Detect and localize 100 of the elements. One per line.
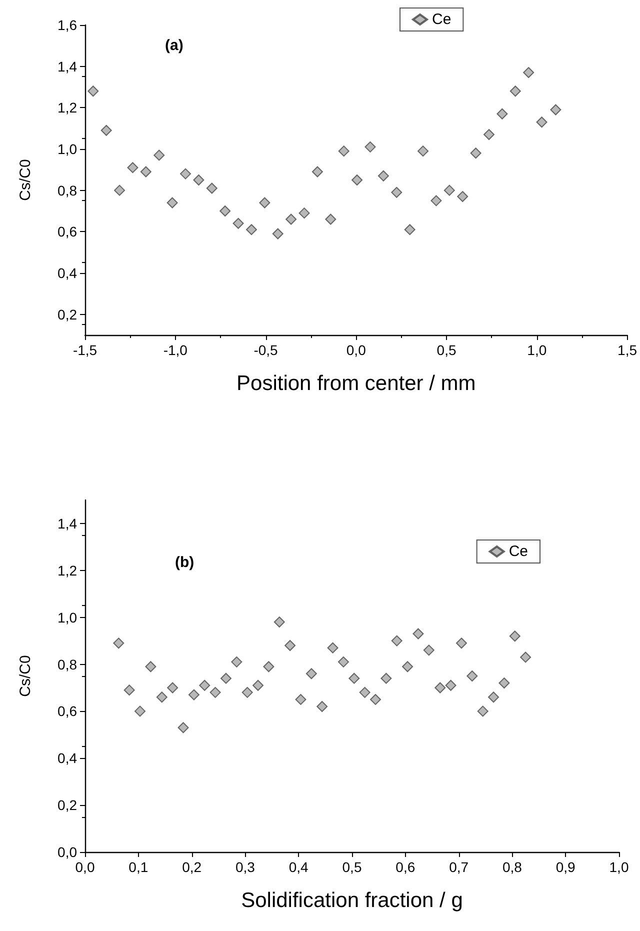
x-tick-label: 0,8 [502, 859, 522, 875]
y-tick-label: 0,2 [58, 797, 78, 814]
point [193, 174, 204, 186]
point [312, 166, 323, 178]
point [412, 628, 424, 640]
point [477, 706, 488, 717]
y-tick-label: 1,4 [58, 515, 78, 532]
point [284, 640, 296, 651]
y-tick-label: 0,6 [58, 703, 78, 720]
point [274, 616, 285, 628]
text: (b) [175, 554, 194, 571]
x-axis-title: Solidification fraction / g [241, 889, 463, 912]
point [380, 672, 392, 684]
x-tick-label: 0,4 [288, 859, 309, 875]
point [199, 680, 210, 691]
point [509, 630, 520, 642]
x-tick-label: 0,5 [342, 859, 362, 875]
point [178, 722, 189, 734]
x-tick-label: 0,0 [75, 859, 95, 875]
point [391, 635, 402, 646]
point [364, 141, 376, 152]
point [252, 680, 264, 691]
y-tick-label: 1,0 [58, 609, 78, 626]
y-tick-label: 1,0 [58, 141, 78, 157]
point [316, 701, 328, 712]
point [263, 661, 274, 672]
y-tick-label: 1,2 [58, 562, 78, 578]
x-tick-label: 0,9 [556, 859, 576, 875]
point [100, 124, 112, 136]
x-tick-label: -1,5 [72, 342, 98, 358]
point [298, 208, 310, 219]
point [114, 184, 126, 196]
y-tick-label: 1,6 [58, 17, 78, 33]
point [523, 67, 534, 78]
point [338, 656, 349, 668]
point [272, 228, 284, 240]
point [470, 148, 482, 159]
point [418, 146, 429, 157]
point [134, 706, 146, 717]
x-tick-label: -1,0 [163, 342, 188, 358]
y-axis-title: Cs/C0 [17, 159, 34, 201]
point [496, 108, 508, 120]
point [220, 672, 232, 684]
point [378, 170, 389, 182]
x-tick-label: 1,0 [527, 342, 547, 358]
point [246, 224, 257, 236]
point [391, 186, 402, 198]
x-tick-label: 1,0 [609, 859, 629, 875]
point [423, 644, 434, 656]
point [348, 672, 360, 684]
point [295, 694, 306, 705]
point [536, 116, 548, 128]
point [180, 168, 191, 180]
y-tick-label: 0,8 [58, 656, 78, 672]
point [352, 174, 363, 186]
y-tick-label: 1,2 [58, 100, 78, 116]
point [445, 680, 456, 691]
point [430, 195, 442, 206]
x-tick-label: 0,1 [128, 859, 148, 875]
point [338, 146, 350, 157]
point [188, 689, 200, 700]
point [325, 214, 336, 225]
y-tick-label: 0,2 [58, 306, 78, 322]
x-tick-label: 0,2 [182, 859, 202, 875]
x-tick-label: 0,7 [449, 859, 469, 875]
point [145, 661, 156, 672]
point [520, 652, 532, 663]
point [550, 104, 562, 116]
x-axis-title: Position from center / mm [236, 372, 476, 395]
y-tick-label: 0,6 [58, 224, 78, 240]
point [206, 182, 218, 194]
point [156, 692, 168, 703]
point [370, 694, 381, 705]
point [457, 191, 468, 202]
point [306, 668, 317, 680]
point [327, 642, 338, 654]
x-tick-label: -0,5 [254, 342, 278, 358]
legend-label: Ce [508, 543, 528, 560]
point [166, 197, 178, 208]
point [510, 86, 521, 97]
point [154, 150, 165, 161]
y-tick-label: 0,4 [58, 750, 78, 766]
point [483, 129, 494, 140]
point [456, 638, 467, 649]
point [88, 86, 99, 97]
y-tick-label: 0,0 [58, 844, 78, 860]
point [498, 678, 510, 689]
point [167, 682, 178, 694]
y-tick-label: 1,4 [58, 58, 78, 74]
legend-label: Ce [432, 11, 452, 28]
point [359, 686, 370, 698]
point [286, 214, 297, 225]
point [488, 692, 500, 703]
text: (a) [165, 37, 184, 54]
point [140, 166, 152, 178]
point [231, 656, 242, 668]
point [466, 670, 478, 682]
x-tick-label: 0,6 [396, 859, 416, 875]
point [404, 224, 416, 236]
point [113, 638, 124, 649]
